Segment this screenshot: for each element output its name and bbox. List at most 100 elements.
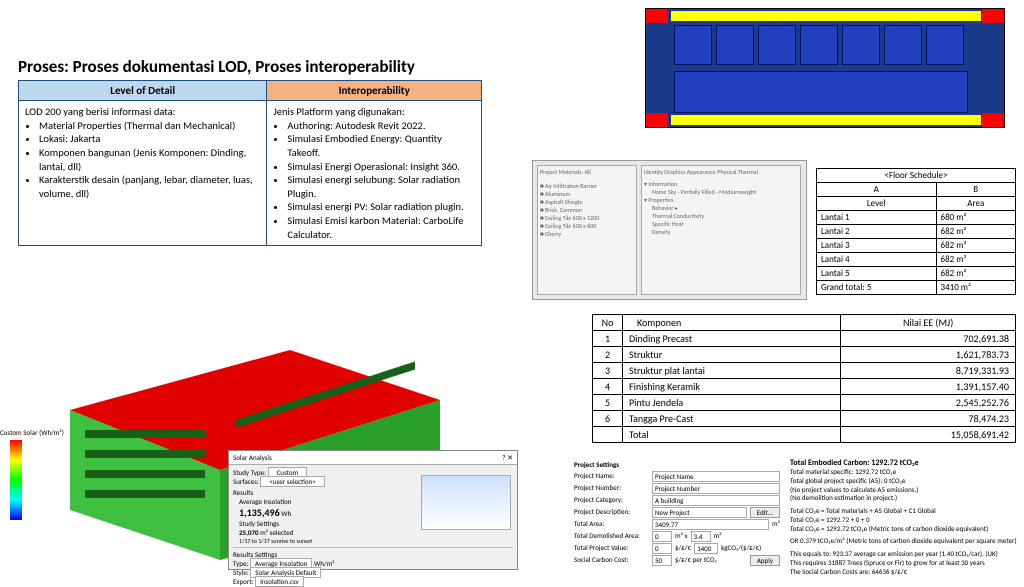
cl: The Social Carbon Costs are: 64636 $/£/€ bbox=[790, 568, 1018, 577]
proj-title: Project Settings bbox=[574, 460, 780, 469]
fs-cell: Lantai 3 bbox=[817, 239, 937, 253]
ee-c: 2,545,252.76 bbox=[841, 395, 1016, 411]
pv[interactable]: Project Name bbox=[652, 471, 780, 482]
pl: Project Number: bbox=[574, 483, 652, 494]
close-icon[interactable]: ? ✕ bbox=[502, 453, 513, 462]
th-interop: Interoperability bbox=[267, 81, 482, 101]
fs-cell: Lantai 4 bbox=[817, 253, 937, 267]
ee-c: Struktur bbox=[623, 347, 841, 363]
pl: Total Demolished Area: bbox=[574, 531, 652, 542]
ee-h-val: Nilai EE (MJ) bbox=[841, 315, 1016, 331]
surfaces-select[interactable]: <user selection> bbox=[260, 476, 324, 487]
fs-col-b: B bbox=[936, 183, 1015, 197]
ee-c: 5 bbox=[593, 395, 623, 411]
lbl: Export: bbox=[233, 577, 253, 586]
pl: Project Description: bbox=[574, 507, 652, 518]
avg-value: 1,135,496 bbox=[239, 506, 280, 519]
th-lod: Level of Detail bbox=[19, 81, 267, 101]
interop-item: Simulasi Embodied Energy: Quantity Takeo… bbox=[287, 132, 475, 159]
ee-c: 3 bbox=[593, 363, 623, 379]
fs-cell: 682 m² bbox=[936, 239, 1015, 253]
lod-item: Karakterstik desain (panjang, lebar, dia… bbox=[39, 173, 260, 200]
floor-schedule-table: <Floor Schedule> AB LevelArea Lantai 168… bbox=[816, 168, 1016, 295]
unit: m² bbox=[714, 531, 722, 542]
interop-item: Simulasi energi PV: Solar radiation plug… bbox=[287, 200, 475, 214]
fs-cell: 682 m² bbox=[936, 267, 1015, 281]
ee-c: 702,691.38 bbox=[841, 331, 1016, 347]
material-browser-panel: Project Materials: All ■ Air Infiltratio… bbox=[532, 160, 807, 300]
unit: Wh bbox=[281, 509, 291, 518]
pv[interactable]: 0 bbox=[652, 543, 672, 554]
ee-c: Finishing Keramik bbox=[623, 379, 841, 395]
pl: Project Name: bbox=[574, 471, 652, 482]
ee-h-komp: Komponen bbox=[623, 315, 841, 331]
export-field[interactable]: Insolation.csv bbox=[255, 576, 304, 587]
pv[interactable]: New Project bbox=[652, 507, 747, 518]
ee-h-no: No bbox=[593, 315, 623, 331]
ee-c: Struktur plat lantai bbox=[623, 363, 841, 379]
interop-item: Simulasi energi selubung: Solar radiatio… bbox=[287, 173, 475, 200]
interop-intro: Jenis Platform yang digunakan: bbox=[273, 105, 475, 119]
pv[interactable]: 0 bbox=[652, 531, 672, 542]
pl: Project Category: bbox=[574, 495, 652, 506]
apply-button[interactable]: Apply bbox=[750, 555, 780, 566]
ee-c: 78,474.23 bbox=[841, 411, 1016, 427]
ee-c: Dinding Precast bbox=[623, 331, 841, 347]
lod-interop-table: Level of Detail Interoperability LOD 200… bbox=[18, 80, 482, 246]
pv[interactable]: 3409.77 bbox=[652, 519, 769, 530]
interop-item: Simulasi Energi Operasional: Insight 360… bbox=[287, 160, 475, 174]
lbl: Average Insolation bbox=[239, 497, 291, 506]
pl: Total Area: bbox=[574, 519, 652, 530]
ee-c: 8,719,331.93 bbox=[841, 363, 1016, 379]
edit-button[interactable]: Edit... bbox=[750, 507, 780, 518]
ee-c: 1 bbox=[593, 331, 623, 347]
ee-c: Pintu Jendela bbox=[623, 395, 841, 411]
fs-cell: Lantai 2 bbox=[817, 225, 937, 239]
pv[interactable]: A building bbox=[652, 495, 780, 506]
interop-item: Simulasi Emisi karbon Material: CarboLif… bbox=[287, 214, 475, 241]
fs-cell: 682 m² bbox=[936, 225, 1015, 239]
pv[interactable]: 3.4 bbox=[691, 531, 711, 542]
unit: m² selected bbox=[260, 528, 293, 537]
fs-total: Grand total: 5 bbox=[817, 281, 937, 295]
fs-col-a: A bbox=[817, 183, 937, 197]
lod-item: Lokasi: Jakarta bbox=[39, 132, 260, 146]
ee-c: 6 bbox=[593, 411, 623, 427]
solar-title: Solar Analysis bbox=[233, 453, 272, 462]
unit: $/£/€ per tCO₂ bbox=[675, 555, 717, 566]
carbon-summary: Total Embodied Carbon: 1292.72 tCO₂e Tot… bbox=[790, 458, 1018, 576]
lbl: Type: bbox=[233, 559, 248, 568]
solar-thumb bbox=[421, 475, 511, 530]
project-settings: Project Settings Project Name:Project Na… bbox=[574, 460, 780, 567]
page-title: Proses: Proses dokumentasi LOD, Proses i… bbox=[18, 56, 415, 77]
ee-t: Total bbox=[623, 427, 841, 443]
unit: kgCO₂/($/£/€) bbox=[721, 543, 761, 554]
gradient-bar bbox=[10, 440, 22, 520]
ss-date: 1/17 to 1/17 sunrise to sunset bbox=[239, 537, 513, 545]
cl: (No demolition estimation in project.) bbox=[790, 494, 1018, 503]
pv[interactable]: Project Number bbox=[652, 483, 780, 494]
pv[interactable]: 1400 bbox=[694, 543, 718, 554]
fs-title: <Floor Schedule> bbox=[817, 169, 1016, 183]
floorplan-graphic bbox=[645, 8, 1005, 128]
ee-t: 15,058,691.42 bbox=[841, 427, 1016, 443]
pv[interactable]: 50 bbox=[652, 555, 672, 566]
fs-col-level: Level bbox=[817, 197, 937, 211]
lod-item: Material Properties (Thermal dan Mechani… bbox=[39, 119, 260, 133]
lod-intro: LOD 200 yang berisi informasi data: bbox=[25, 105, 260, 119]
pl: Social Carbon Cost: bbox=[574, 555, 652, 566]
ee-table: No Komponen Nilai EE (MJ) 1Dinding Preca… bbox=[592, 314, 1016, 443]
pl: Total Project Value: bbox=[574, 543, 652, 554]
solar-analysis-panel: Solar Analysis ? ✕ Study Type: Custom Su… bbox=[228, 450, 518, 570]
gradient-label: Custom Solar (Wh/m²) bbox=[0, 428, 64, 437]
interop-cell: Jenis Platform yang digunakan: Authoring… bbox=[267, 101, 482, 246]
unit: m² x bbox=[675, 531, 688, 542]
ee-c: 2 bbox=[593, 347, 623, 363]
ee-c: 1,621,783.73 bbox=[841, 347, 1016, 363]
ee-c: 4 bbox=[593, 379, 623, 395]
lbl: Surfaces: bbox=[233, 477, 259, 486]
fs-cell: 682 m² bbox=[936, 253, 1015, 267]
unit: $/£/€ bbox=[675, 543, 691, 554]
unit: m² bbox=[772, 519, 780, 530]
ee-t bbox=[593, 427, 623, 443]
